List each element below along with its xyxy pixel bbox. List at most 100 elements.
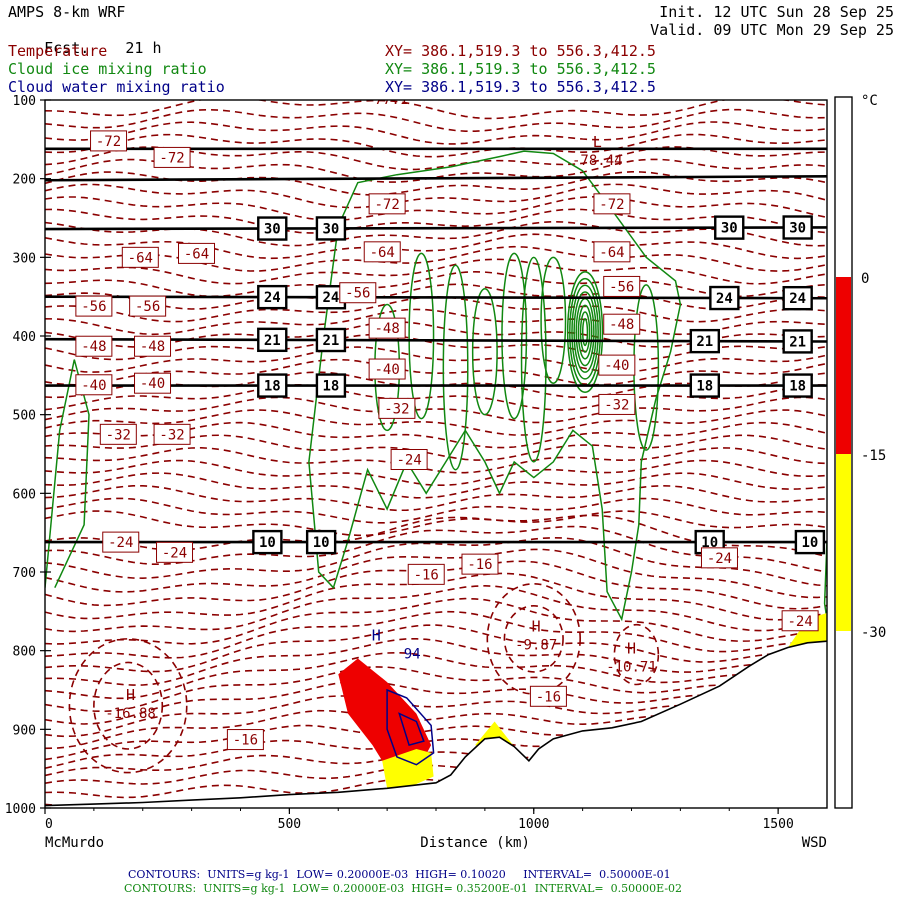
colorbar-unit: °C [861, 93, 878, 109]
height-label-box [315, 216, 347, 241]
height-label: 21 [696, 334, 713, 350]
height-label-box [709, 285, 740, 311]
temperature-label: -40 [374, 362, 399, 378]
fill-warm-band [338, 658, 432, 773]
x-axis-label: Distance (km) [420, 835, 530, 851]
ice-cell [442, 264, 469, 471]
height-label-box [257, 373, 288, 398]
temperature-label-box [598, 354, 636, 376]
height-label: 24 [716, 291, 733, 307]
height-label-box [257, 284, 288, 310]
temperature-label-box [368, 193, 406, 215]
height-label-box [782, 215, 813, 240]
height-line-1 [45, 175, 827, 182]
forecast-label: Fcst. [44, 39, 90, 57]
isotherm-closed [503, 605, 564, 673]
contour-info-water: CONTOURS: UNITS=g kg-1 LOW= 0.20000E-03 … [128, 868, 671, 881]
isotherm [45, 510, 827, 537]
isotherm [45, 651, 827, 700]
extremum-type: H [126, 686, 135, 704]
height-line-2 [45, 226, 827, 231]
isotherm [45, 220, 827, 247]
temperature-label: -64 [128, 250, 153, 266]
height-label: 24 [789, 291, 806, 307]
colorbar-band [836, 277, 851, 454]
temperature-label-box [134, 372, 172, 394]
y-tick-label: 900 [13, 723, 36, 738]
extremum-value: -16.88 [105, 706, 156, 722]
isotherm [45, 108, 827, 132]
temperature-label-box [153, 423, 191, 445]
colorbar-label: 0 [861, 271, 869, 287]
isotherm [45, 680, 827, 725]
height-line-3 [45, 295, 827, 300]
temperature-label: -56 [345, 286, 370, 302]
temperature-label-box [368, 358, 406, 380]
temperature-label-box [368, 317, 406, 339]
height-label: 30 [264, 222, 281, 238]
height-label-box [305, 529, 337, 555]
y-tick-label: 800 [13, 645, 36, 660]
temperature-label: -56 [609, 279, 634, 295]
isotherm [45, 536, 827, 587]
temperature-label-box [178, 242, 216, 264]
isotherm [45, 133, 827, 158]
temperature-label-box [781, 610, 819, 632]
height-label: 30 [721, 221, 738, 237]
isotherm [45, 333, 827, 361]
temperature-label: -24 [162, 545, 187, 561]
temperature-label: -40 [81, 378, 106, 394]
height-label-box [315, 327, 347, 353]
height-label-box [315, 373, 347, 398]
isotherm [45, 610, 827, 659]
isotherm [45, 624, 827, 673]
isotherm [45, 525, 827, 573]
height-label-box [782, 329, 813, 354]
height-label: 18 [696, 379, 713, 395]
y-tick-label: 1000 [5, 802, 36, 817]
height-label: 10 [259, 535, 276, 551]
temperature-label: -16 [414, 567, 439, 583]
temperature-label-top: -77.1 [366, 92, 408, 108]
extremum-type: H [532, 618, 541, 636]
isotherm [45, 446, 827, 474]
temperature-label: -24 [787, 614, 812, 630]
temperature-label-box [363, 241, 401, 263]
extremum-type: H [372, 627, 381, 645]
temperature-label: -48 [140, 339, 165, 355]
field-water-name: Cloud water mixing ratio [8, 78, 225, 96]
forecast-value: 21 h [125, 39, 162, 57]
isotherm [45, 396, 827, 424]
extrema-markers: L -78.44 H -9.87 H -10.71 H -16.88 H 94 [105, 133, 657, 722]
ice-core-contour [579, 311, 591, 353]
height-label-box [794, 529, 826, 555]
ice-core-contour [581, 317, 589, 347]
height-label: 10 [701, 535, 718, 551]
height-label-box [252, 529, 283, 555]
isotherm [45, 195, 827, 221]
height-label-box [689, 328, 721, 354]
ice-cell [471, 288, 498, 416]
height-label: 18 [322, 379, 339, 395]
temperature-label-box [598, 393, 636, 415]
temperature-label-box [134, 335, 172, 357]
temperature-label: -72 [96, 134, 121, 150]
y-tick-label: 100 [13, 94, 36, 109]
isotherm [45, 497, 827, 524]
temperature-label-box [90, 130, 128, 152]
isotherm [45, 666, 827, 713]
isotherm [45, 724, 827, 761]
temperature-label: -48 [374, 321, 399, 337]
temperature-labels: -72 -72 -72 -72 -64 -64 -64 -64 -56 -56 -56 -56 -48 -… [75, 92, 819, 751]
temperature-label-box [75, 295, 113, 317]
temperature-label-box [75, 335, 113, 357]
temperature-label: -32 [159, 427, 184, 443]
isotherm-closed [93, 661, 164, 750]
init-time: Init. 12 UTC Sun 28 Sep 25 [659, 3, 894, 21]
temperature-label: -32 [384, 401, 409, 417]
isotherm [45, 597, 827, 645]
model-title: AMPS 8-km WRF [8, 3, 126, 21]
colorbar-outline [834, 96, 853, 809]
